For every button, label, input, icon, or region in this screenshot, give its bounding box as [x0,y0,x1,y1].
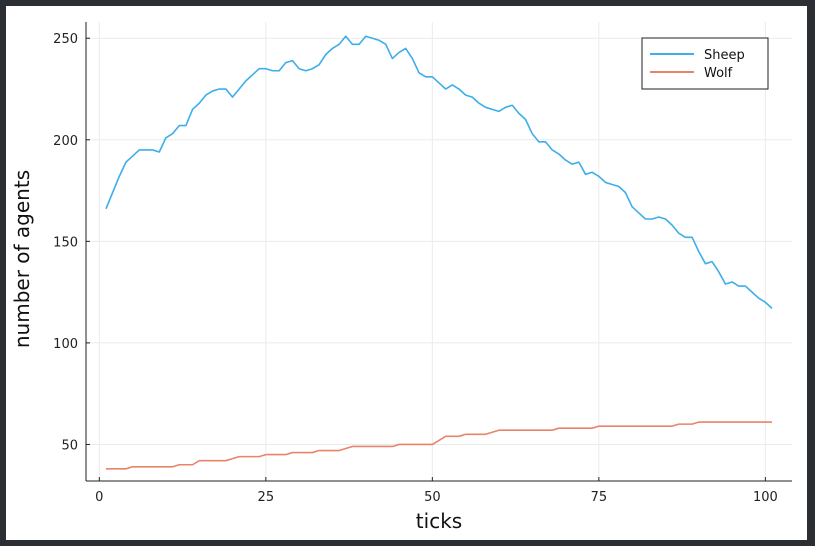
x-tick-label: 0 [95,490,103,505]
x-axis-title: ticks [416,509,462,533]
series-line-wolf [105,421,773,470]
x-tick-label: 100 [753,490,778,505]
x-tick-label: 75 [591,490,608,505]
legend-box [641,37,769,90]
line-chart: 0 25 50 75 100 50 100 150 200 250 ticks number of… [10,22,792,533]
x-tick-label: 25 [258,490,275,505]
x-tick-label: 50 [424,490,441,505]
tick-labels: 0 25 50 75 100 50 100 150 200 250 [53,32,778,505]
y-tick-label: 200 [53,134,78,149]
legend: Sheep Wolf [641,37,769,90]
chart-frame: 0 25 50 75 100 50 100 150 200 250 ticks number of… [6,6,807,540]
y-tick-label: 50 [61,438,78,453]
grid-lines [86,22,792,481]
series-lines [105,35,773,470]
axes [85,22,792,482]
y-tick-label: 150 [53,235,78,250]
y-tick-label: 250 [53,32,78,47]
legend-label-sheep: Sheep [704,48,745,63]
legend-label-wolf: Wolf [704,66,733,81]
y-tick-label: 100 [53,337,78,352]
series-line-sheep [105,35,773,309]
y-axis-title: number of agents [10,170,34,348]
